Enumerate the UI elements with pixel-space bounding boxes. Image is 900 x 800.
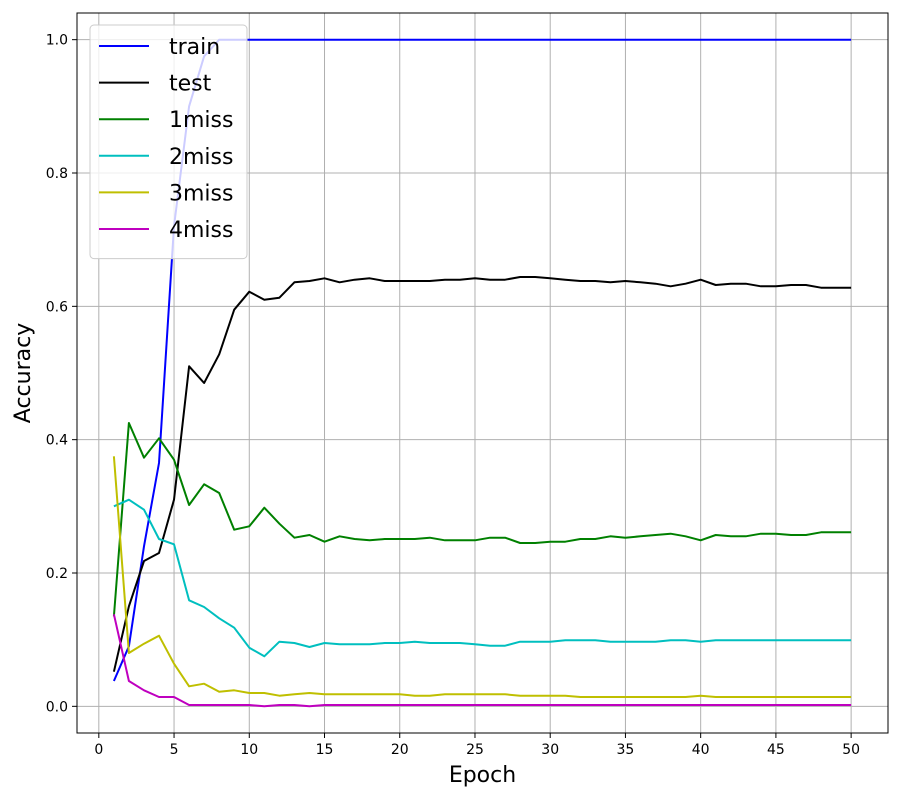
x-tick-label: 25 bbox=[466, 742, 484, 758]
x-tick-label: 40 bbox=[692, 742, 710, 758]
x-tick-label: 50 bbox=[842, 742, 860, 758]
x-tick-label: 35 bbox=[617, 742, 635, 758]
y-tick-label: 1.0 bbox=[46, 33, 68, 49]
legend-label-test: test bbox=[169, 72, 212, 97]
y-tick-label: 0.6 bbox=[46, 299, 68, 315]
x-tick-label: 30 bbox=[541, 742, 559, 758]
legend-label-3miss: 3miss bbox=[169, 181, 233, 206]
series-lines bbox=[112, 38, 852, 708]
x-tick-label: 20 bbox=[391, 742, 409, 758]
x-axis-ticks: 0 5 10 15 20 25 30 35 40 45 50 bbox=[94, 733, 860, 758]
y-tick-label: 0.2 bbox=[46, 566, 68, 582]
y-tick-label: 0.4 bbox=[46, 433, 68, 449]
y-tick-label: 0.0 bbox=[46, 699, 68, 715]
x-tick-label: 45 bbox=[767, 742, 785, 758]
series-line-1miss bbox=[112, 422, 852, 617]
x-tick-label: 10 bbox=[240, 742, 258, 758]
x-tick-label: 15 bbox=[316, 742, 334, 758]
series-line-4miss bbox=[112, 614, 852, 708]
legend-label-4miss: 4miss bbox=[169, 218, 233, 243]
legend-label-2miss: 2miss bbox=[169, 145, 233, 170]
y-tick-label: 0.8 bbox=[46, 166, 68, 182]
x-tick-label: 5 bbox=[170, 742, 179, 758]
x-axis-label: Epoch bbox=[449, 763, 516, 788]
legend: train test 1miss 2miss 3miss 4miss bbox=[89, 24, 248, 260]
y-axis-ticks: 0.0 0.2 0.4 0.6 0.8 1.0 bbox=[46, 33, 77, 715]
series-line-3miss bbox=[112, 456, 852, 698]
y-axis-label: Accuracy bbox=[11, 323, 36, 423]
x-tick-label: 0 bbox=[94, 742, 103, 758]
series-line-2miss bbox=[113, 498, 852, 658]
series-line-test bbox=[112, 276, 852, 672]
legend-label-1miss: 1miss bbox=[169, 108, 233, 133]
plot-frame bbox=[76, 12, 889, 734]
legend-label-train: train bbox=[169, 35, 220, 60]
